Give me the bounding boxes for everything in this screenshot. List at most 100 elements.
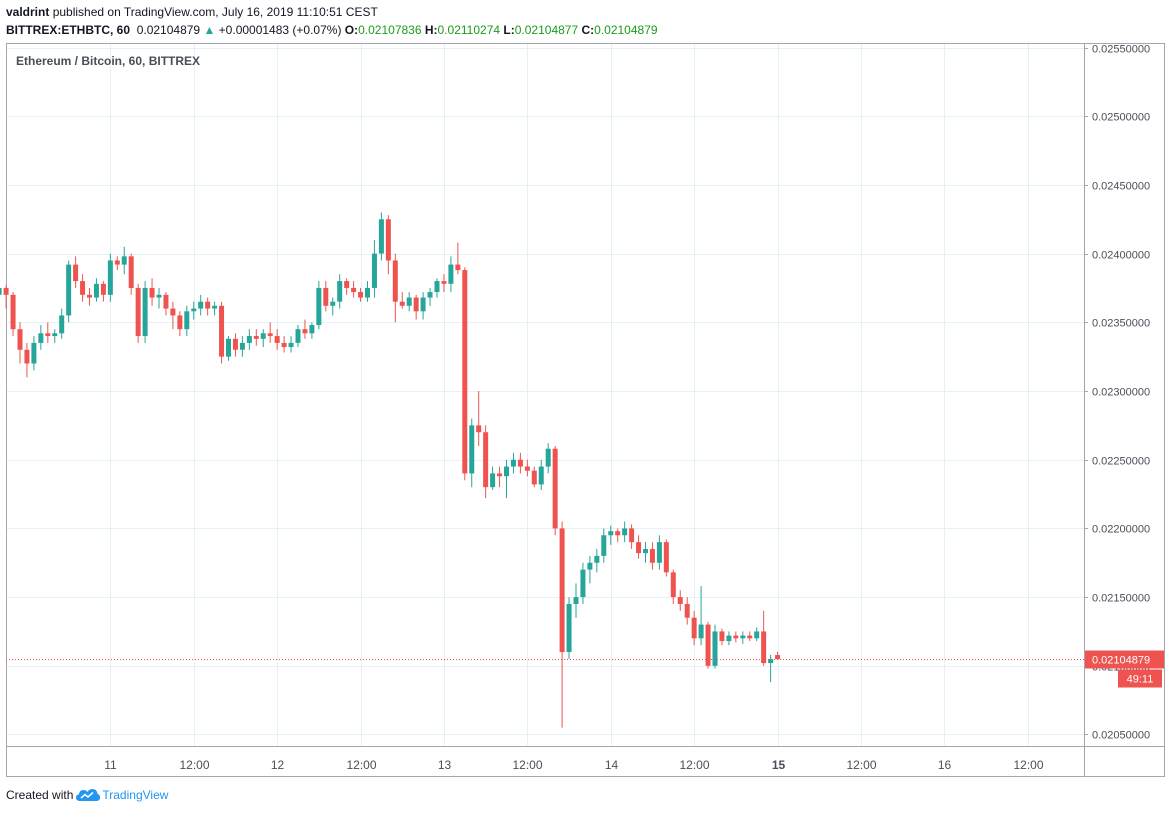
candle-body [281,342,287,348]
candle-body [649,549,655,563]
candle-body [740,635,746,639]
candle [545,443,551,474]
price-tick-label: 0.02350000 [1092,318,1150,330]
publish-line: valdrint published on TradingView.com, J… [6,5,378,19]
candle [66,260,72,323]
candle [455,242,461,275]
candle [219,301,225,364]
candle [309,322,315,339]
candle [100,281,106,302]
candle-body [45,333,51,337]
candle-body [149,287,155,298]
candle [559,521,565,728]
candle-body [691,617,697,639]
candle-body [768,658,774,664]
candle-body [754,631,760,639]
candle [38,325,44,350]
candle [385,215,391,275]
grid-lines [6,44,1084,746]
time-axis[interactable]: 11 12:00 12 12:00 13 12:00 14 12:00 15 12:00 16 12:… [104,758,1044,772]
candle-body [239,342,245,350]
countdown-value: 49:11 [1127,674,1154,686]
candle [573,583,579,618]
candlestick-chart[interactable]: 0.02550000 0.02500000 0.02450000 0.02400000… [0,0,1170,780]
candle [587,555,593,584]
candle [510,452,516,474]
candle [73,256,79,288]
candle [177,311,183,337]
candle [670,569,676,604]
candle [114,256,120,271]
candle-body [323,287,329,306]
candle-body [107,260,113,295]
chart-frame [6,43,1165,777]
price-tick-label: 0.02250000 [1092,456,1150,468]
price-tick-label: 0.02150000 [1092,593,1150,605]
up-triangle-icon: ▲ [203,23,216,37]
chart-title: Ethereum / Bitcoin, 60, BITTREX [16,54,200,68]
candle [656,535,662,570]
candle [538,459,544,490]
price-axis[interactable]: 0.02550000 0.02500000 0.02450000 0.02400000… [1084,44,1150,742]
candle [469,418,475,488]
candle [316,281,322,330]
candle [399,292,405,309]
candle-body [288,342,294,348]
candle [413,294,419,320]
candle [566,597,572,659]
candle-body [274,336,280,343]
time-tick-label: 16 [938,758,952,772]
candle [476,391,482,446]
candle [726,631,732,646]
candle [80,274,86,302]
candle-body [538,466,544,485]
time-tick-label: 12:00 [1013,758,1043,772]
time-tick-label: 12:00 [179,758,209,772]
candle-body [309,325,315,334]
candle [740,631,746,644]
candle-body [656,542,662,563]
candle [337,274,343,309]
candle [3,285,9,309]
candle [629,524,635,550]
candle-body [163,294,169,309]
candle [441,274,447,293]
candle [142,281,148,343]
candle [149,278,155,306]
candle-body [636,542,642,554]
candle-body [399,301,405,306]
low-label: L: [503,23,515,37]
candle [434,278,440,298]
price-tick-label: 0.02200000 [1092,524,1150,536]
candle [281,336,287,353]
candle [497,466,503,488]
candle [205,297,211,316]
candle-body [219,305,225,357]
candle [420,292,426,320]
change-value: +0.00001483 (+0.07%) [218,23,342,37]
candle [524,459,530,477]
candle-body [128,256,134,288]
high-label: H: [424,23,438,37]
candle [344,278,350,295]
price-tick-label: 0.02050000 [1092,730,1150,742]
candle [163,292,169,316]
author-name[interactable]: valdrint [6,5,50,19]
candle-body [80,281,86,295]
candle [0,287,2,295]
candle-body [587,562,593,570]
candle-body [476,425,482,433]
candle [462,267,468,481]
candle-body [253,336,259,339]
candle [170,301,176,330]
candle [351,281,357,298]
candle-body [504,466,509,477]
candle-body [427,292,433,298]
candle-body [643,549,648,554]
candle [267,322,273,343]
candle [663,539,669,577]
tradingview-brand-link[interactable]: TradingView [102,788,169,802]
candle [31,336,37,371]
candle-body [677,597,683,604]
candle-body [524,466,530,471]
